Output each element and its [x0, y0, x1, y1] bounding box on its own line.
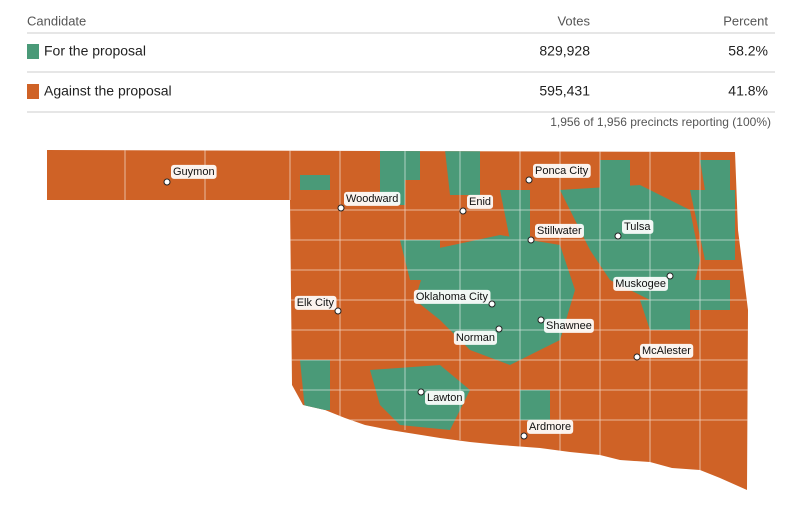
legend-swatch	[27, 84, 39, 99]
green-area	[300, 175, 330, 190]
column-header: Candidate	[27, 13, 86, 28]
city-label: Lawton	[427, 392, 462, 404]
city-marker: Elk City	[294, 295, 342, 315]
green-area	[300, 360, 330, 410]
result-value: 41.8%	[728, 83, 768, 99]
label-background	[294, 295, 337, 310]
green-area	[520, 390, 550, 420]
legend-swatch	[27, 44, 39, 59]
label-background	[413, 289, 491, 304]
green-area	[380, 150, 420, 205]
city-label: Tulsa	[624, 221, 651, 233]
city-label: Stillwater	[537, 225, 582, 237]
city-labels: Guymon Woodward Enid Ponca City Stillwater Tu…	[163, 163, 694, 440]
city-dot	[417, 388, 425, 396]
city-label: Enid	[469, 196, 491, 208]
city-marker: Guymon	[163, 164, 217, 186]
green-area	[445, 150, 480, 195]
city-dot	[488, 300, 496, 308]
label-background	[527, 419, 574, 434]
green-area	[640, 300, 690, 330]
label-background	[171, 164, 217, 179]
label-background	[622, 219, 654, 234]
city-dot	[537, 316, 545, 324]
city-dot	[495, 325, 503, 333]
green-area	[700, 160, 730, 190]
city-marker: Enid	[459, 194, 494, 215]
candidate-name: For the proposal	[44, 43, 146, 59]
green-area	[560, 185, 700, 300]
green-area	[470, 300, 530, 330]
label-background	[613, 276, 668, 291]
city-marker: Ponca City	[525, 163, 591, 184]
city-dot	[337, 204, 345, 212]
label-background	[533, 163, 591, 178]
green-area	[690, 280, 730, 310]
green-area	[370, 365, 470, 430]
city-marker: Stillwater	[527, 223, 584, 244]
city-marker: Norman	[453, 325, 503, 345]
city-label: Shawnee	[546, 320, 592, 332]
city-label: McAlester	[642, 345, 691, 357]
city-label: Oklahoma City	[416, 291, 489, 303]
candidate-name: Against the proposal	[44, 83, 172, 99]
green-area	[600, 160, 630, 190]
city-label: Muskogee	[615, 278, 666, 290]
map	[47, 150, 748, 490]
label-background	[467, 194, 494, 209]
city-label: Woodward	[346, 193, 398, 205]
city-marker: Shawnee	[537, 316, 594, 333]
city-label: Norman	[456, 332, 495, 344]
city-label: Guymon	[173, 166, 215, 178]
city-dot	[334, 307, 342, 315]
column-header: Votes	[557, 13, 590, 28]
city-dot	[163, 178, 171, 186]
label-background	[453, 330, 497, 345]
city-marker: Tulsa	[614, 219, 654, 240]
label-background	[544, 318, 594, 333]
result-value: 58.2%	[728, 43, 768, 59]
city-dot	[527, 236, 535, 244]
precincts-note: 1,956 of 1,956 precincts reporting (100%…	[550, 115, 771, 129]
city-dot	[633, 353, 641, 361]
city-label: Ponca City	[535, 165, 589, 177]
label-background	[535, 223, 584, 238]
city-dot	[525, 176, 533, 184]
city-dot	[520, 432, 528, 440]
green-area	[500, 190, 530, 240]
result-value: 595,431	[539, 83, 590, 99]
result-value: 829,928	[539, 43, 590, 59]
label-background	[425, 390, 465, 405]
city-dot	[459, 207, 467, 215]
city-dot	[666, 272, 674, 280]
label-background	[640, 343, 694, 358]
city-marker: Ardmore	[520, 419, 574, 440]
city-label: Ardmore	[529, 421, 571, 433]
city-marker: Woodward	[337, 191, 401, 212]
column-header: Percent	[723, 13, 768, 28]
city-dot	[614, 232, 622, 240]
city-marker: Lawton	[417, 388, 465, 405]
city-marker: Oklahoma City	[413, 289, 496, 308]
label-background	[344, 191, 401, 206]
city-label: Elk City	[297, 297, 335, 309]
green-area	[690, 190, 735, 260]
city-marker: Muskogee	[613, 272, 674, 291]
city-marker: McAlester	[633, 343, 694, 361]
